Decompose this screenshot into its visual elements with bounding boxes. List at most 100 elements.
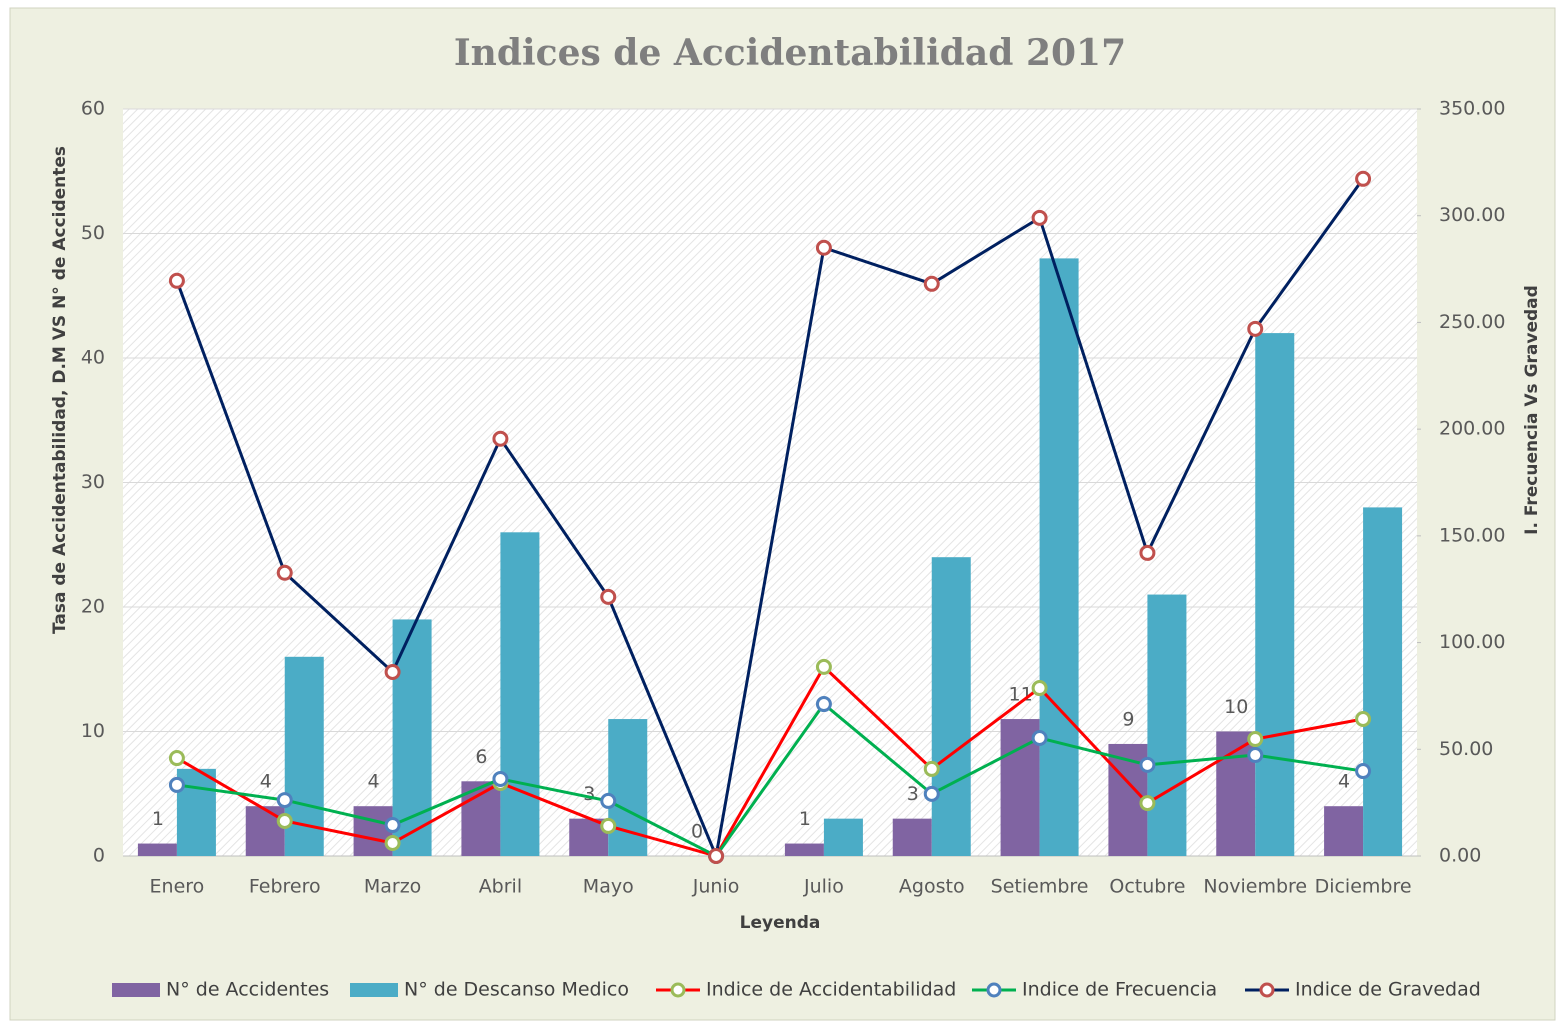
legend-label: Indice de Accidentabilidad [706,979,956,1001]
marker [384,834,401,851]
x-tick-label: Noviembre [1203,876,1307,898]
y2-tick-label: 150.00 [1439,524,1505,546]
data-label: 4 [1338,771,1350,793]
y2-tick-label: 0.00 [1439,845,1481,867]
chart-title: Indices de Accidentabilidad 2017 [454,32,1126,74]
marker [815,696,832,713]
y-tick-label: 0 [93,845,105,867]
x-axis-title: Leyenda [740,913,821,933]
marker [600,588,617,605]
bar [245,806,285,856]
marker [1031,680,1048,697]
bar [823,818,863,856]
marker [815,658,832,675]
bar [1039,258,1079,856]
y2-tick-label: 350.00 [1439,98,1505,120]
marker [384,664,401,681]
marker [1031,729,1048,746]
marker [923,760,940,777]
marker [815,239,832,256]
marker [1247,747,1264,764]
marker [492,770,509,787]
marker [1247,320,1264,337]
data-label: 1 [152,808,164,830]
bar [784,843,824,856]
x-tick-label: Diciembre [1315,876,1412,898]
data-label: 10 [1224,696,1248,718]
line [175,177,1365,862]
bar [1363,507,1403,856]
marker [168,776,185,793]
y2-tick-label: 100.00 [1439,631,1505,653]
bar [500,532,540,856]
data-label: 6 [475,746,487,768]
legend-label: Indice de Gravedad [1295,979,1481,1001]
marker [1139,756,1156,773]
bar [931,557,971,856]
x-tick-label: Marzo [364,876,421,898]
marker [1247,731,1264,748]
marker [276,812,293,829]
data-label: 9 [1122,708,1134,730]
x-tick-label: Julio [803,876,844,898]
marker [492,430,509,447]
marker [1355,763,1372,780]
marker [1355,710,1372,727]
marker [1031,209,1048,226]
x-tick-label: Junio [692,876,740,898]
data-label: 0 [691,821,703,843]
x-tick-label: Abril [479,876,522,898]
line [176,701,1364,858]
bar [353,806,393,856]
bar [137,843,177,856]
x-tick-label: Octubre [1109,876,1185,898]
marker [600,792,617,809]
legend-swatch [350,983,398,997]
bar [1324,806,1364,856]
y-tick-label: 20 [81,596,105,618]
marker [384,817,401,834]
legend-marker [670,982,686,998]
y2-tick-label: 300.00 [1439,204,1505,226]
x-tick-label: Mayo [583,876,634,898]
x-tick-label: Enero [150,876,205,898]
marker [1139,544,1156,561]
y-axis-title: Tasa de Accidentabilidad, D.M VS N° de A… [50,146,70,634]
bar [608,719,648,856]
data-label: 3 [907,783,919,805]
marker [276,792,293,809]
legend-swatch [112,983,160,997]
y-tick-label: 10 [81,720,105,742]
data-label: 3 [583,783,595,805]
legend-label: N° de Descanso Medico [404,979,629,1001]
marker [923,275,940,292]
marker [600,817,617,834]
y-tick-label: 60 [81,98,105,120]
legend-label: N° de Accidentes [166,979,329,1001]
marker [1139,795,1156,812]
marker [276,564,293,581]
y2-axis-title: I. Frecuencia Vs Gravedad [1522,285,1542,535]
legend-marker [1259,982,1275,998]
data-label: 4 [368,771,380,793]
marker [168,750,185,767]
line [176,664,1364,858]
y-tick-label: 40 [81,347,105,369]
x-tick-label: Agosto [899,876,965,898]
bar [1147,594,1187,856]
legend-label: Indice de Frecuencia [1022,979,1217,1001]
data-label: 1 [799,808,811,830]
bar [1255,333,1295,857]
marker [923,785,940,802]
legend-marker [986,982,1002,998]
y-tick-label: 30 [81,471,105,493]
y2-tick-label: 250.00 [1439,311,1505,333]
x-tick-label: Febrero [249,876,321,898]
marker [708,848,725,864]
x-tick-label: Setiembre [991,876,1089,898]
y2-tick-label: 200.00 [1439,418,1505,440]
marker [1355,170,1372,187]
y2-tick-label: 50.00 [1439,738,1493,760]
